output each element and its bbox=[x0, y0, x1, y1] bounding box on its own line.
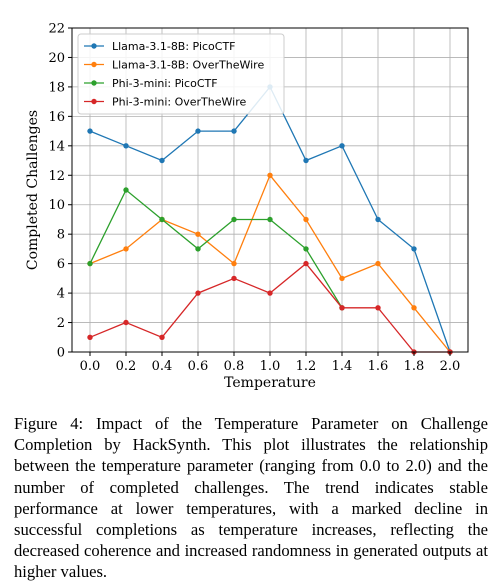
y-tick-label: 16 bbox=[48, 110, 65, 125]
data-point bbox=[231, 128, 237, 134]
data-point bbox=[267, 172, 273, 178]
x-tick-label: 1.2 bbox=[296, 359, 317, 374]
data-point bbox=[375, 260, 381, 267]
data-point bbox=[195, 246, 201, 252]
data-point bbox=[339, 275, 345, 282]
y-tick-label: 10 bbox=[48, 198, 65, 213]
data-point bbox=[87, 128, 93, 134]
line-chart: 0.0 0.2 0.4 0.6 0.8 1.0 1.2 1.4 1.6 1.8 2.0 0 2 4 6 8 10… bbox=[25, 22, 469, 391]
y-tick-label: 2 bbox=[57, 316, 65, 331]
data-point bbox=[231, 260, 237, 267]
y-tick-label: 4 bbox=[57, 287, 65, 302]
data-point bbox=[267, 216, 273, 223]
data-point bbox=[159, 216, 165, 223]
data-point bbox=[267, 290, 273, 296]
data-point bbox=[411, 305, 417, 311]
x-tick-label: 2.0 bbox=[440, 359, 461, 374]
data-point bbox=[159, 157, 165, 164]
data-point bbox=[411, 246, 417, 252]
data-point bbox=[195, 290, 201, 296]
x-tick-label: 0.2 bbox=[116, 359, 137, 374]
y-tick-label: 12 bbox=[48, 169, 65, 184]
data-point bbox=[231, 216, 237, 223]
data-point bbox=[159, 334, 165, 340]
data-point bbox=[339, 305, 345, 311]
data-point bbox=[375, 216, 381, 223]
legend-label: Llama-3.1-8B: OverTheWire bbox=[112, 59, 264, 72]
y-tick-label: 8 bbox=[57, 228, 65, 243]
legend-marker bbox=[91, 61, 97, 68]
x-tick-label: 1.8 bbox=[404, 359, 425, 374]
y-tick-label: 22 bbox=[48, 22, 65, 37]
y-tick-label: 6 bbox=[57, 257, 65, 272]
figure-caption: Figure 4: Impact of the Temperature Para… bbox=[14, 414, 488, 582]
y-tick-label: 0 bbox=[57, 346, 65, 361]
data-point bbox=[123, 143, 129, 149]
x-axis-title: Temperature bbox=[224, 375, 316, 391]
y-axis-title: Completed Challenges bbox=[25, 110, 41, 270]
data-point bbox=[195, 231, 201, 237]
series-line-3 bbox=[89, 188, 343, 309]
legend-marker bbox=[91, 43, 97, 49]
legend-label: Phi-3-mini: PicoCTF bbox=[112, 77, 218, 90]
data-point bbox=[303, 260, 309, 267]
data-point bbox=[87, 334, 93, 340]
legend-label: Llama-3.1-8B: PicoCTF bbox=[112, 40, 236, 53]
data-point bbox=[339, 143, 345, 149]
data-point bbox=[303, 157, 309, 164]
data-point bbox=[123, 187, 129, 193]
legend-label: Phi-3-mini: OverTheWire bbox=[112, 96, 246, 109]
data-point bbox=[231, 275, 237, 282]
y-tick-label: 18 bbox=[48, 80, 65, 95]
x-tick-label: 0.4 bbox=[152, 359, 173, 374]
x-tick-label: 0.0 bbox=[80, 359, 101, 374]
data-point bbox=[123, 246, 129, 252]
legend-marker bbox=[91, 98, 97, 105]
data-point bbox=[303, 216, 309, 223]
x-tick-label: 1.0 bbox=[260, 359, 281, 374]
legend-box bbox=[77, 33, 285, 115]
y-tick-label: 20 bbox=[48, 51, 65, 66]
data-point bbox=[87, 260, 93, 267]
legend-marker bbox=[91, 80, 97, 86]
data-point bbox=[375, 305, 381, 311]
data-point bbox=[123, 319, 129, 326]
data-point bbox=[303, 246, 309, 252]
x-tick-label: 0.6 bbox=[188, 359, 209, 374]
data-point bbox=[195, 128, 201, 134]
x-tick-label: 0.8 bbox=[224, 359, 245, 374]
y-tick-label: 14 bbox=[48, 139, 65, 154]
x-tick-label: 1.4 bbox=[332, 359, 353, 374]
x-tick-label: 1.6 bbox=[368, 359, 389, 374]
